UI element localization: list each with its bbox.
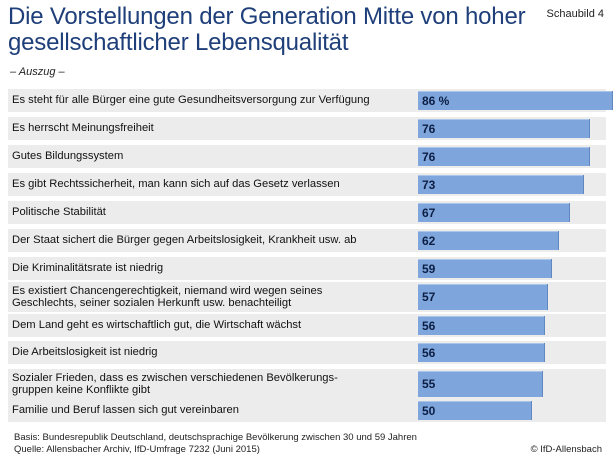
category-label: Sozialer Frieden, dass es zwischen versc… [12, 371, 338, 397]
bar-row: Gutes Bildungssystem 76 [8, 145, 606, 168]
data-label: 59 [422, 261, 436, 276]
category-label: Der Staat sichert die Bürger gegen Arbei… [12, 234, 357, 247]
data-label: 73 [422, 177, 436, 192]
bar [418, 91, 613, 110]
data-label: 56 [422, 345, 436, 360]
data-label: 86 % [422, 93, 450, 108]
chart-subtitle: – Auszug – [10, 66, 65, 78]
chart-title: Die Vorstellungen der Generation Mitte v… [8, 3, 526, 56]
bar-row: Politische Stabilität 67 [8, 201, 606, 224]
category-label: Es gibt Rechtssicherheit, man kann sich … [12, 178, 340, 191]
category-label: Es herrscht Meinungsfreiheit [12, 122, 154, 135]
bar-row: Es herrscht Meinungsfreiheit 76 [8, 117, 606, 140]
bar [418, 147, 590, 166]
bar-row: Es gibt Rechtssicherheit, man kann sich … [8, 173, 606, 196]
bar [418, 119, 590, 138]
bar [418, 371, 543, 397]
data-label: 76 [422, 121, 436, 136]
bar [418, 175, 584, 194]
bar-row: Es steht für alle Bürger eine gute Gesun… [8, 89, 613, 112]
bar [418, 203, 570, 222]
bar [418, 231, 559, 250]
bar [418, 284, 548, 310]
category-label: Politische Stabilität [12, 206, 106, 219]
category-label: Die Kriminalitätsrate ist niedrig [12, 262, 164, 275]
bar-row: Familie und Beruf lassen sich gut verein… [8, 399, 606, 422]
data-label: 50 [422, 403, 436, 418]
data-label: 62 [422, 233, 436, 248]
category-label: Gutes Bildungssystem [12, 150, 124, 163]
category-label: Dem Land geht es wirtschaftlich gut, die… [12, 319, 302, 332]
bar [418, 316, 545, 335]
bar-row: Die Arbeitslosigkeit ist niedrig 56 [8, 341, 606, 364]
bar [418, 343, 545, 362]
bar-row: Dem Land geht es wirtschaftlich gut, die… [8, 314, 606, 337]
bar-row: Es existiert Chancengerechtigkeit, niema… [8, 282, 606, 312]
data-label: 56 [422, 318, 436, 333]
bar [418, 401, 532, 420]
category-label: Die Arbeitslosigkeit ist niedrig [12, 346, 158, 359]
bar-row: Der Staat sichert die Bürger gegen Arbei… [8, 229, 606, 252]
copyright-note: © IfD-Allensbach [530, 444, 602, 455]
category-label: Es steht für alle Bürger eine gute Gesun… [12, 94, 370, 107]
bar-row: Die Kriminalitätsrate ist niedrig 59 [8, 257, 606, 280]
category-label: Es existiert Chancengerechtigkeit, niema… [12, 284, 323, 310]
data-label: 76 [422, 149, 436, 164]
source-note: Basis: Bundesrepublik Deutschland, deuts… [14, 432, 417, 455]
bar [418, 259, 552, 278]
data-label: 57 [422, 290, 436, 304]
bar-row: Sozialer Frieden, dass es zwischen versc… [8, 369, 606, 399]
data-label: 55 [422, 377, 436, 391]
data-label: 67 [422, 205, 436, 220]
figure-label: Schaubild 4 [546, 8, 605, 20]
category-label: Familie und Beruf lassen sich gut verein… [12, 404, 239, 417]
